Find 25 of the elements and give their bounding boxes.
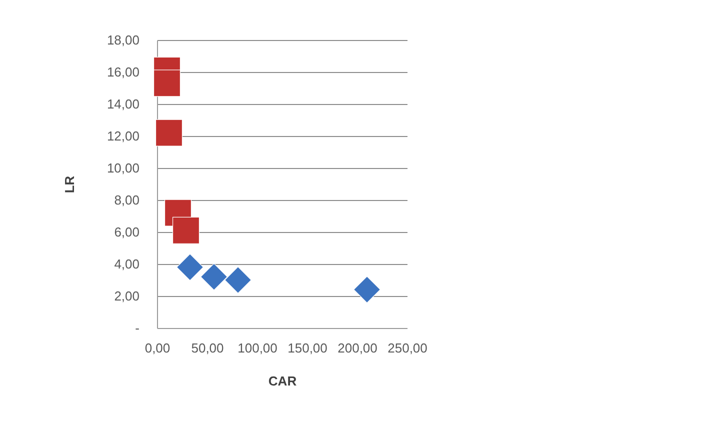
x-tick-label: 200,00	[338, 340, 378, 356]
y-tick-label: 6,00	[114, 224, 140, 240]
y-tick-label: -	[135, 320, 140, 336]
point	[353, 276, 381, 304]
x-tick-label: 0,00	[144, 340, 170, 356]
x-tick-label: 150,00	[288, 340, 328, 356]
x-tick-label: 50,00	[191, 340, 224, 356]
point	[176, 254, 204, 281]
y-tick-label: 4,00	[114, 256, 140, 272]
y-tick-label: 12,00	[106, 128, 140, 144]
y-tick-label: 2,00	[114, 288, 140, 304]
y-tick-label: 18,00	[106, 32, 140, 48]
y-tick-label: 16,00	[106, 64, 140, 80]
y-axis-title: LR	[62, 175, 77, 194]
point	[224, 266, 252, 294]
point	[155, 119, 183, 146]
point	[200, 263, 228, 290]
x-tick-label: 100,00	[238, 340, 278, 356]
point	[172, 216, 200, 244]
y-tick-label: 8,00	[114, 192, 140, 208]
point	[153, 70, 181, 97]
x-tick-label: 250,00	[388, 340, 428, 356]
x-axis-title: CAR	[268, 374, 298, 388]
y-tick-label: 10,00	[106, 160, 140, 176]
y-tick-label: 14,00	[106, 96, 140, 112]
